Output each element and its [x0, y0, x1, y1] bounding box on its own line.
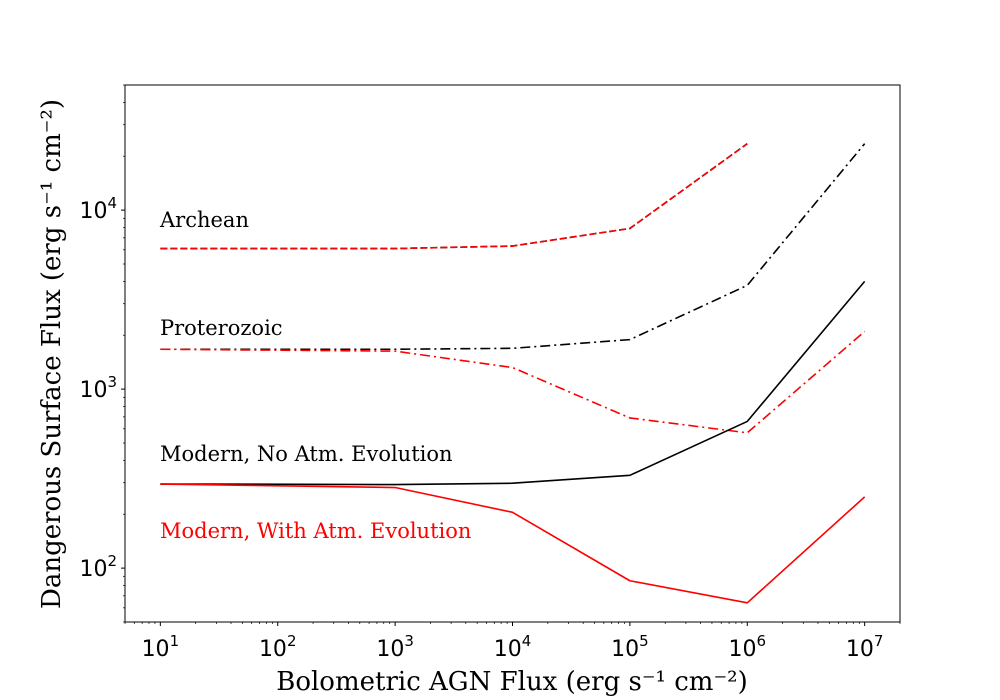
- x-axis-ticks: 101 102 103 104 105 106 107: [124, 622, 901, 662]
- series-line-modern-with-atm-evolution-red: [160, 483, 866, 604]
- y-axis-label: Dangerous Surface Flux (erg s⁻¹ cm⁻²): [37, 99, 67, 609]
- x-tick-label: 101: [142, 632, 180, 662]
- y-axis-ticks: 102 103 104: [79, 84, 125, 623]
- x-tick-label: 106: [729, 632, 767, 662]
- series-line-proterozoic-black: [160, 143, 866, 351]
- annotation-modern-with-atm-evolution: Modern, With Atm. Evolution: [160, 519, 471, 543]
- annotation-proterozoic: Proterozoic: [160, 316, 283, 340]
- y-tick-label: 102: [79, 552, 117, 582]
- series-line-modern-no-atm-evolution-black: [160, 280, 866, 486]
- annotation-modern-no-atm-evolution: Modern, No Atm. Evolution: [160, 442, 453, 466]
- x-tick-label: 102: [259, 632, 297, 662]
- x-axis-label: Bolometric AGN Flux (erg s⁻¹ cm⁻²): [276, 667, 748, 697]
- x-tick-label: 105: [611, 632, 649, 662]
- x-tick-label: 103: [376, 632, 414, 662]
- series-line-proterozoic-red: [160, 330, 866, 434]
- x-tick-label: 107: [846, 632, 884, 662]
- series-line-archean-red: [160, 143, 748, 250]
- x-tick-label: 104: [494, 632, 532, 662]
- plot-area: [160, 143, 866, 604]
- curve-annotations: Archean Proterozoic Modern, No Atm. Evolut…: [159, 208, 471, 543]
- y-tick-label: 103: [79, 373, 117, 403]
- annotation-archean: Archean: [159, 208, 249, 232]
- y-tick-label: 104: [79, 194, 117, 224]
